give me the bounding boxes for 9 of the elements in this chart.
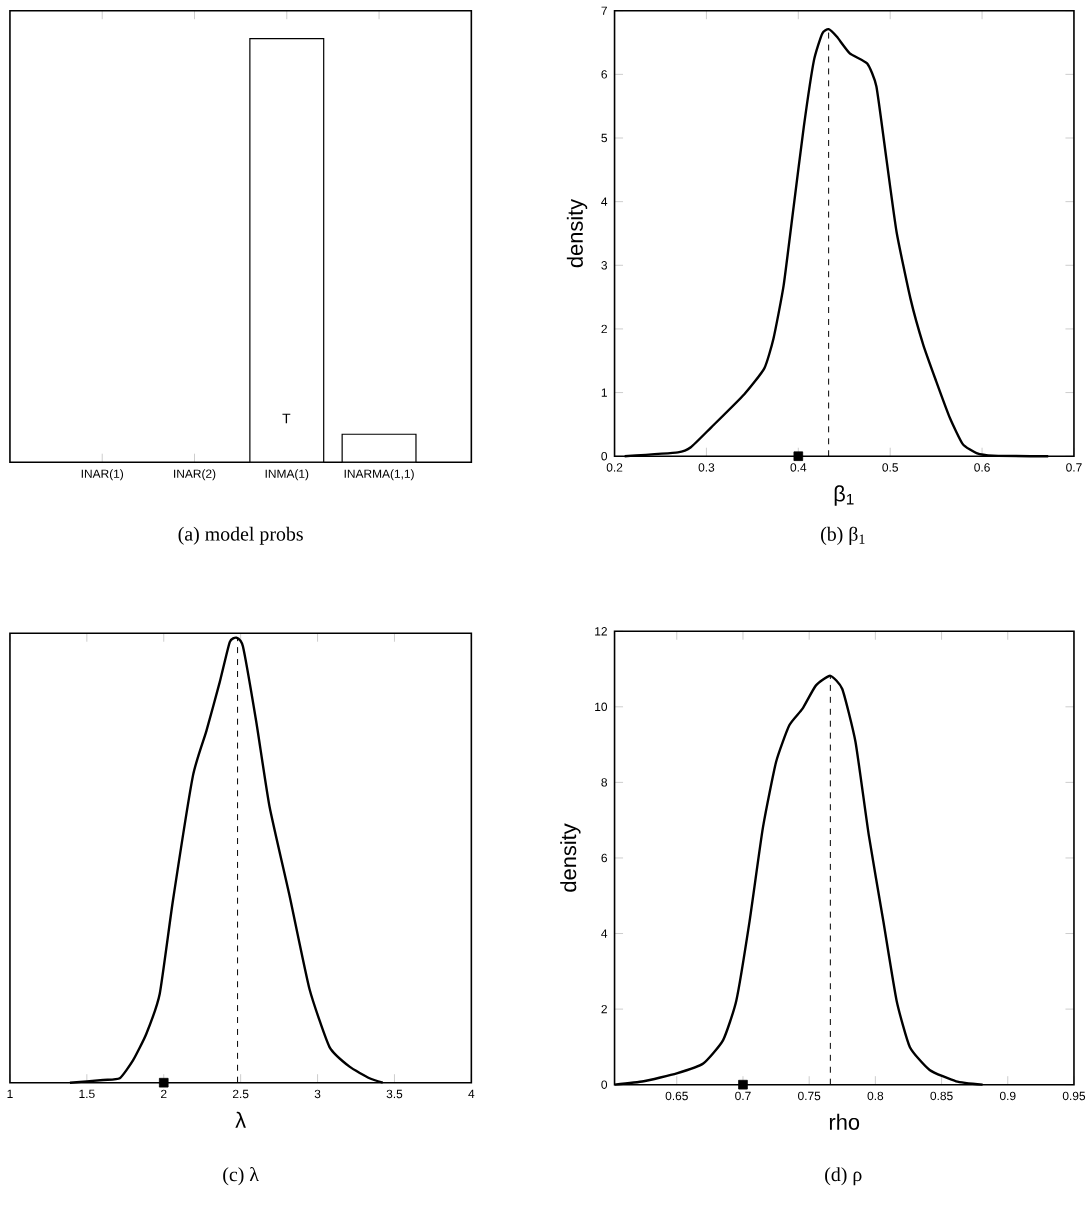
text: (c) λ — [223, 1167, 259, 1186]
x-axis-title: λ — [235, 1111, 246, 1128]
y-axis-title: density — [560, 823, 581, 892]
x-axis-title: rho — [829, 1113, 860, 1130]
text: (b) β$_{1}$ — [820, 526, 865, 545]
text: (a) model probs — [178, 526, 303, 545]
x-axis-title: β$_{1}$ — [834, 485, 854, 506]
text: (d) ρ — [825, 1167, 862, 1186]
y-axis-title: density — [566, 198, 588, 268]
